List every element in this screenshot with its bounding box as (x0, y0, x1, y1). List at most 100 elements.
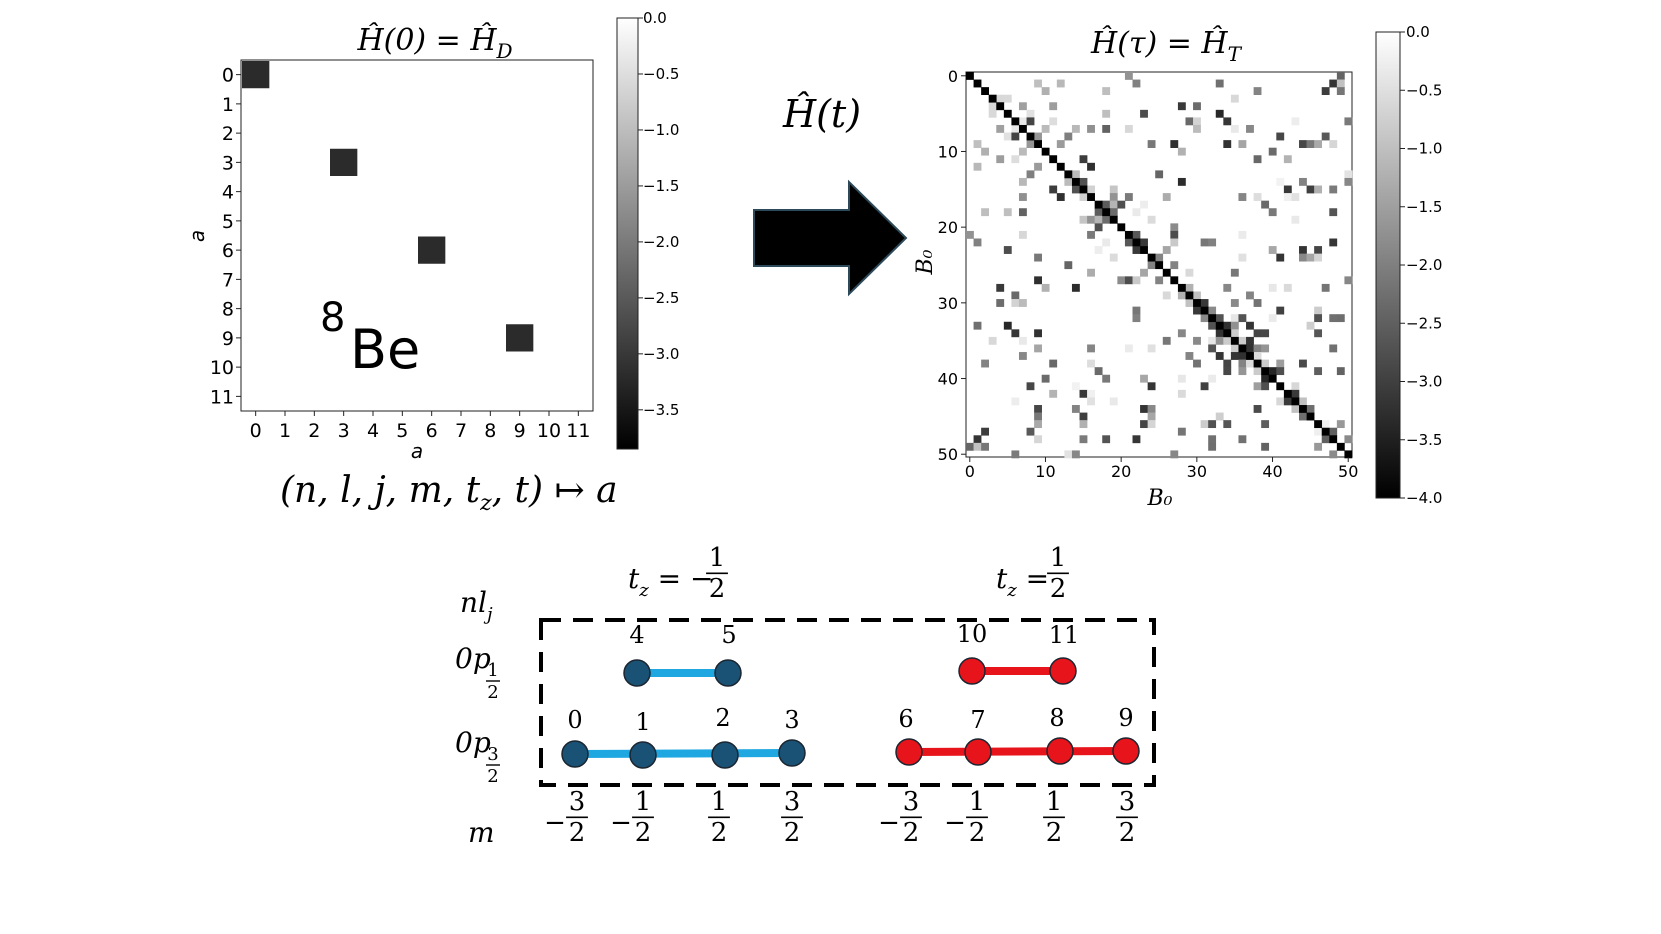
right-cell (1177, 291, 1186, 300)
right-cell (1253, 352, 1262, 360)
mapping-label: (n, l, j, m, tz, t) ↦ a (280, 470, 618, 516)
right-cell (1246, 359, 1254, 368)
right-cell (1306, 140, 1315, 148)
right-cell (1034, 405, 1042, 413)
right-cell (1223, 283, 1232, 292)
arrow-icon (753, 179, 908, 297)
left-colorbar: 0.0 −0.5 −1.0 −1.5 −2.0 −2.5 −3.0 −3.5 (616, 9, 679, 450)
right-cell (1314, 314, 1323, 323)
left-xtick-label: 1 (279, 420, 291, 442)
right-cell (1087, 389, 1095, 398)
right-cell (1034, 132, 1042, 141)
orbital-node-3 (778, 739, 806, 767)
right-cell (1253, 329, 1262, 338)
right-cell (1117, 276, 1126, 285)
right-cell (1299, 246, 1307, 254)
right-cell (1238, 344, 1247, 353)
right-cell (1261, 367, 1270, 376)
right-cell (1026, 117, 1035, 126)
right-cell (1109, 200, 1118, 209)
right-cell (1261, 374, 1270, 383)
right-cell (1200, 238, 1209, 247)
right-cell (1336, 442, 1345, 451)
m-value-5: 12− (944, 787, 988, 848)
right-cell (1185, 299, 1194, 307)
right-cell (1018, 147, 1027, 156)
svg-text:1: 1 (635, 787, 652, 817)
left-xtick-label: 8 (484, 420, 496, 442)
right-cb-label: −2.0 (1406, 256, 1442, 274)
right-cb-label: −3.0 (1406, 373, 1442, 391)
right-cell (1026, 170, 1035, 179)
right-cell (1011, 132, 1020, 141)
svg-text:2: 2 (1046, 818, 1063, 848)
right-cell (1011, 329, 1020, 338)
right-cell (1215, 329, 1224, 338)
right-cell (1071, 450, 1080, 459)
right-cell (1087, 193, 1095, 201)
group-label-fraction-1: 12 (1047, 543, 1069, 604)
right-cell (1102, 208, 1111, 217)
right-cell (1177, 374, 1186, 383)
right-cell (1223, 420, 1232, 429)
right-cell (1329, 208, 1338, 217)
right-cell (1314, 427, 1323, 436)
right-cell (1026, 109, 1035, 118)
right-cell (1253, 382, 1262, 391)
left-ytick-label: 7 (222, 269, 234, 291)
right-cell (1018, 208, 1027, 217)
right-cell (1155, 253, 1164, 262)
right-colorbar-bar (1375, 31, 1401, 499)
right-cell (1064, 450, 1073, 459)
right-cell (1079, 155, 1088, 164)
right-cell (981, 442, 990, 451)
right-cell (1283, 185, 1292, 194)
right-cell (1026, 427, 1035, 436)
right-cell (973, 140, 982, 148)
right-cell (1140, 420, 1148, 429)
right-cell (1193, 306, 1201, 315)
right-cell (973, 238, 982, 247)
right-cell (1041, 87, 1050, 96)
right-cell (1087, 124, 1095, 133)
svg-text:2: 2 (709, 574, 726, 604)
left-ytick-label: 4 (222, 182, 234, 204)
right-cell (1306, 321, 1315, 330)
right-cell (1170, 140, 1179, 148)
right-cell (1238, 352, 1247, 360)
right-cell (1049, 185, 1058, 194)
svg-text:3: 3 (1119, 787, 1136, 817)
group-label-tz-0: tz = − (628, 562, 713, 601)
right-cell (973, 79, 982, 88)
right-cell (1094, 215, 1103, 224)
right-cell (973, 321, 982, 330)
right-cell (1230, 352, 1239, 360)
right-cell (1253, 193, 1262, 201)
orbital-line (908, 747, 1127, 756)
right-cell (1299, 405, 1307, 413)
right-cell (966, 230, 974, 239)
right-cell (1193, 117, 1201, 126)
right-cell (1200, 314, 1209, 323)
right-cell (1306, 185, 1315, 194)
right-cell (1268, 147, 1277, 156)
right-cell (1336, 72, 1345, 80)
right-cell (1147, 405, 1156, 413)
right-cell (1276, 367, 1285, 376)
right-cell (1124, 72, 1133, 80)
row-header-nlj: nlj (460, 586, 493, 625)
right-cell (1049, 102, 1058, 111)
right-cell (1003, 94, 1012, 103)
right-cell (1109, 215, 1118, 224)
svg-text:2: 2 (635, 818, 652, 848)
right-cell (1170, 450, 1179, 459)
right-cell (1230, 329, 1239, 338)
orbital-node-9 (1112, 737, 1140, 765)
right-ylabel: B₀ (913, 249, 938, 275)
valence-space-box (539, 618, 1156, 787)
row-header-m: m (468, 816, 495, 849)
right-cell (1064, 170, 1073, 179)
right-cell (1329, 185, 1338, 194)
right-cell (1268, 246, 1277, 254)
right-cell (1291, 193, 1300, 201)
